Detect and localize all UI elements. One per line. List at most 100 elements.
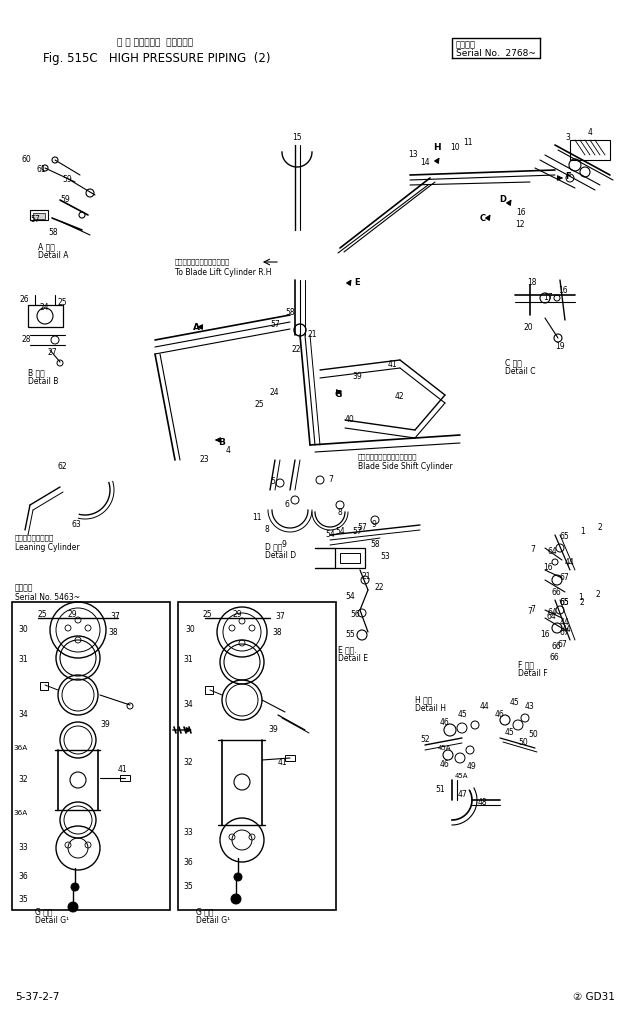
- Text: 62: 62: [58, 462, 68, 470]
- Circle shape: [71, 883, 79, 891]
- Text: 67: 67: [558, 640, 567, 649]
- Text: A 詳細: A 詳細: [38, 242, 55, 251]
- Text: 33: 33: [18, 843, 28, 852]
- Text: Detail G¹: Detail G¹: [35, 916, 69, 925]
- Text: 58: 58: [48, 228, 58, 237]
- Circle shape: [234, 873, 242, 881]
- Text: C 詳細: C 詳細: [505, 358, 522, 367]
- Text: 25: 25: [203, 610, 213, 619]
- Text: 31: 31: [183, 655, 192, 664]
- Text: 56: 56: [350, 610, 360, 619]
- Text: 2: 2: [598, 523, 603, 532]
- Text: 7: 7: [530, 545, 535, 554]
- Text: 60: 60: [22, 155, 32, 164]
- Text: A: A: [193, 323, 200, 332]
- Text: 45: 45: [510, 698, 520, 707]
- Circle shape: [554, 334, 562, 342]
- Text: D 詳細: D 詳細: [265, 542, 283, 551]
- Text: 16: 16: [516, 208, 525, 217]
- Text: 11: 11: [252, 513, 261, 522]
- Text: 30: 30: [185, 625, 195, 634]
- Text: ブレードサイドシフトシリンダ: ブレードサイドシフトシリンダ: [358, 453, 418, 459]
- Bar: [40, 682, 48, 690]
- Text: 5: 5: [270, 477, 275, 486]
- Text: 7: 7: [527, 607, 532, 615]
- Text: 2: 2: [596, 590, 601, 599]
- Text: 65: 65: [560, 598, 570, 607]
- Text: F: F: [565, 172, 571, 182]
- Text: 16: 16: [540, 630, 550, 639]
- Text: 57: 57: [352, 527, 362, 536]
- Text: B: B: [218, 438, 225, 447]
- Text: 37: 37: [110, 612, 120, 621]
- Text: 3: 3: [565, 133, 570, 142]
- Text: 31: 31: [18, 655, 28, 664]
- Text: 32: 32: [18, 775, 28, 784]
- Text: 9: 9: [282, 540, 287, 549]
- Text: 50: 50: [518, 738, 528, 747]
- Text: 63: 63: [72, 520, 82, 529]
- Bar: [30, 210, 48, 220]
- Text: Detail H: Detail H: [415, 704, 446, 713]
- Text: 11: 11: [463, 138, 473, 147]
- Text: 46: 46: [440, 718, 450, 727]
- Text: Detail F: Detail F: [518, 669, 547, 678]
- Text: 57: 57: [30, 215, 40, 224]
- Text: 59: 59: [62, 175, 71, 184]
- Text: リーニングシリンダ: リーニングシリンダ: [15, 534, 55, 540]
- Text: 20: 20: [524, 323, 534, 332]
- Text: 65: 65: [560, 598, 570, 607]
- Text: 26: 26: [20, 295, 29, 304]
- Text: 57: 57: [357, 523, 367, 532]
- Bar: [205, 686, 213, 694]
- Text: 22: 22: [375, 583, 384, 592]
- Text: 61: 61: [37, 165, 46, 174]
- Text: Blade Side Shift Cylinder: Blade Side Shift Cylinder: [358, 462, 453, 470]
- Bar: [28, 305, 63, 327]
- Bar: [570, 140, 610, 160]
- Text: 25: 25: [38, 610, 48, 619]
- Text: 46: 46: [440, 760, 450, 769]
- Text: 65: 65: [560, 532, 570, 541]
- Text: 35: 35: [18, 895, 28, 904]
- Text: 55: 55: [345, 630, 355, 639]
- Text: 45A: 45A: [438, 745, 451, 751]
- Text: 8: 8: [338, 508, 343, 517]
- Text: 59: 59: [60, 195, 70, 204]
- Text: 66: 66: [550, 653, 560, 662]
- Text: E: E: [354, 278, 360, 287]
- Text: 25: 25: [58, 298, 68, 307]
- Text: 41: 41: [388, 360, 398, 369]
- Text: 12: 12: [515, 220, 524, 229]
- Text: 44: 44: [560, 618, 570, 627]
- Text: 54: 54: [335, 527, 345, 536]
- Text: 39: 39: [100, 720, 110, 729]
- Text: G: G: [335, 390, 342, 399]
- Text: 24: 24: [270, 388, 280, 397]
- Text: Detail C: Detail C: [505, 367, 535, 376]
- Text: 41: 41: [118, 765, 128, 774]
- Bar: [120, 775, 130, 781]
- Text: Serial No. 5463~: Serial No. 5463~: [15, 593, 80, 602]
- Text: Fig. 515C   HIGH PRESSURE PIPING  (2): Fig. 515C HIGH PRESSURE PIPING (2): [43, 52, 270, 65]
- Text: 48: 48: [478, 798, 488, 807]
- Text: To Blade Lift Cylinder R.H: To Blade Lift Cylinder R.H: [175, 268, 271, 277]
- Text: 34: 34: [183, 700, 192, 709]
- Text: 53: 53: [380, 552, 390, 561]
- Text: 22: 22: [292, 345, 302, 354]
- Text: 8: 8: [265, 525, 270, 534]
- Text: Detail B: Detail B: [28, 377, 58, 386]
- Text: 58: 58: [285, 308, 295, 317]
- Text: 39: 39: [352, 372, 362, 381]
- Text: 21: 21: [362, 572, 371, 581]
- Bar: [285, 755, 295, 760]
- Text: D: D: [499, 195, 506, 204]
- Text: 18: 18: [527, 278, 537, 287]
- Text: 16: 16: [543, 563, 552, 572]
- Text: 45: 45: [505, 728, 515, 737]
- Text: 54: 54: [325, 530, 335, 539]
- Text: Detail G¹: Detail G¹: [196, 916, 230, 925]
- Bar: [340, 553, 360, 563]
- Text: 14: 14: [420, 158, 429, 167]
- Text: 38: 38: [108, 628, 118, 637]
